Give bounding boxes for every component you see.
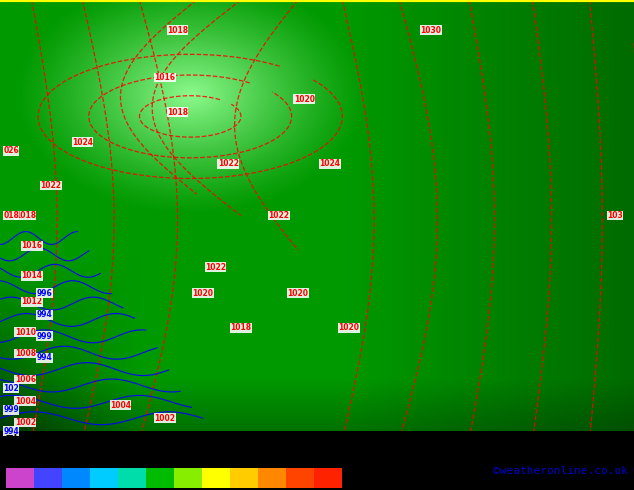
Text: 1012: 1012 — [21, 297, 42, 306]
Text: 1022: 1022 — [205, 263, 226, 272]
Text: Thickness 700/1000 hPa/SLP/Height 700 hPa: Thickness 700/1000 hPa/SLP/Height 700 hP… — [6, 434, 314, 447]
Text: 1022: 1022 — [217, 159, 239, 169]
Bar — [119, 467, 146, 488]
Text: 1030: 1030 — [420, 25, 442, 35]
Text: 1022: 1022 — [268, 211, 290, 220]
Text: 018: 018 — [3, 211, 19, 220]
Bar — [202, 467, 230, 488]
Bar — [287, 467, 314, 488]
Text: 999: 999 — [3, 405, 19, 414]
Bar — [62, 467, 90, 488]
Text: 1006: 1006 — [15, 375, 36, 384]
Bar — [314, 467, 342, 488]
Text: 999: 999 — [37, 332, 52, 341]
Text: 103: 103 — [607, 211, 623, 220]
Text: 994: 994 — [37, 310, 52, 319]
Text: 1020: 1020 — [338, 323, 359, 332]
Text: 102: 102 — [3, 384, 19, 392]
Text: 1020: 1020 — [192, 289, 214, 298]
Text: We 15-05-2024 00:00 UTC (00+120): We 15-05-2024 00:00 UTC (00+120) — [387, 434, 628, 447]
Bar — [146, 467, 174, 488]
Text: 1004: 1004 — [15, 396, 36, 406]
Text: 1014: 1014 — [21, 271, 42, 280]
Text: 1018: 1018 — [230, 323, 252, 332]
Text: 1024: 1024 — [319, 159, 340, 169]
Text: 994: 994 — [37, 353, 52, 363]
Text: 1018: 1018 — [167, 25, 188, 35]
Text: 1010: 1010 — [15, 327, 36, 337]
Text: 1020: 1020 — [294, 95, 315, 104]
Text: 1016: 1016 — [21, 241, 42, 250]
Text: 1004: 1004 — [110, 401, 131, 410]
Text: 1016: 1016 — [154, 73, 176, 82]
Text: 1020: 1020 — [287, 289, 309, 298]
Text: 996: 996 — [37, 289, 52, 298]
Text: 1018: 1018 — [15, 211, 36, 220]
Bar — [91, 467, 119, 488]
Bar — [6, 467, 34, 488]
Bar — [230, 467, 259, 488]
Bar — [259, 467, 287, 488]
Text: 1002: 1002 — [15, 418, 36, 427]
Text: 1018: 1018 — [167, 108, 188, 117]
Bar — [34, 467, 62, 488]
Text: ©weatheronline.co.uk: ©weatheronline.co.uk — [493, 466, 628, 476]
Text: 1024: 1024 — [72, 138, 93, 147]
Text: 994: 994 — [3, 427, 19, 436]
Text: 1002: 1002 — [154, 414, 176, 423]
Text: 1022: 1022 — [40, 181, 61, 190]
Text: 1008: 1008 — [15, 349, 36, 358]
Bar — [174, 467, 202, 488]
Text: 026: 026 — [3, 147, 19, 155]
